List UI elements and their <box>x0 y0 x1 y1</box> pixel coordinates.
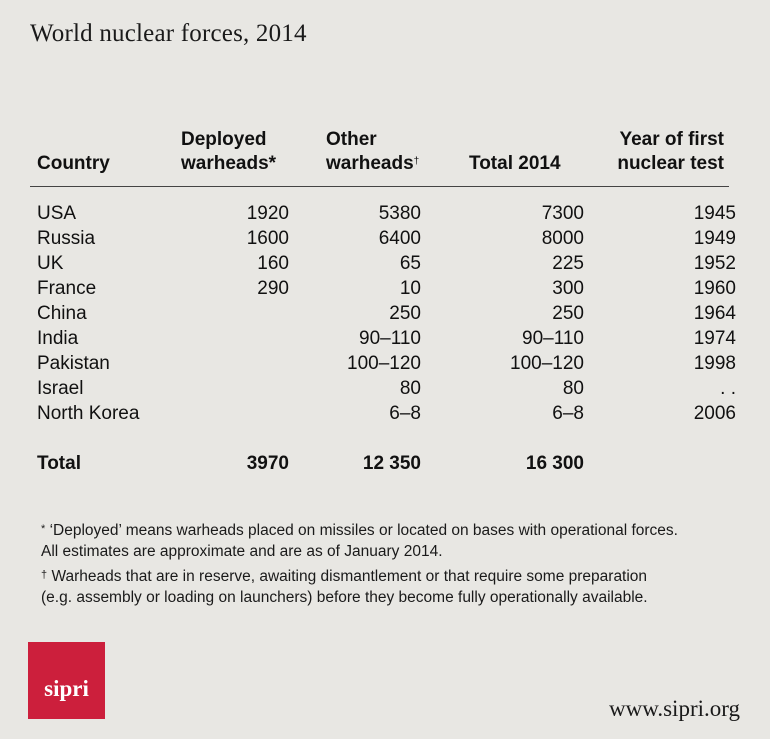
country-cell: France <box>37 278 97 299</box>
country-cell: Israel <box>37 378 84 399</box>
footnote-deployed: * ‘Deployed’ means warheads placed on mi… <box>41 522 678 560</box>
header-deployed: Deployed warheads* <box>181 129 277 174</box>
header-country: Country <box>37 153 110 174</box>
other-cell: 65 <box>399 253 421 274</box>
total-row: Total 3970 12 350 16 300 <box>30 451 736 476</box>
country-cell: UK <box>37 253 64 274</box>
spacer-row <box>30 426 736 451</box>
deployed-cell: 1600 <box>246 228 289 249</box>
footnote-other: † Warheads that are in reserve, awaiting… <box>41 568 648 606</box>
other-cell: 80 <box>399 378 421 399</box>
total-cell: 6–8 <box>552 403 584 424</box>
year-cell: 2006 <box>693 403 736 424</box>
other-cell: 100–120 <box>347 353 421 374</box>
table-row: China 250 250 1964 <box>30 301 736 326</box>
country-cell: Russia <box>37 228 96 249</box>
footnotes: * ‘Deployed’ means warheads placed on mi… <box>41 520 741 612</box>
total-year-empty <box>584 451 736 476</box>
dagger-mark: † <box>41 569 48 581</box>
total-cell: 225 <box>552 253 584 274</box>
table-row: UK 160 65 225 1952 <box>30 251 736 276</box>
page-title: World nuclear forces, 2014 <box>30 20 307 47</box>
table-row: France 290 10 300 1960 <box>30 276 736 301</box>
sipri-logo: sipri <box>28 642 105 719</box>
other-cell: 5380 <box>378 203 421 224</box>
country-cell: USA <box>37 203 77 224</box>
total-cell: 7300 <box>541 203 584 224</box>
year-cell: 1949 <box>693 228 736 249</box>
table-row: North Korea 6–8 6–8 2006 <box>30 401 736 426</box>
website-url: www.sipri.org <box>609 696 740 721</box>
other-cell: 250 <box>389 303 421 324</box>
deployed-cell <box>157 376 289 401</box>
total-overall: 16 300 <box>525 453 584 474</box>
deployed-cell: 290 <box>257 278 289 299</box>
other-cell: 90–110 <box>359 328 421 349</box>
deployed-cell <box>157 326 289 351</box>
year-cell: . . <box>720 378 736 399</box>
deployed-cell: 1920 <box>246 203 289 224</box>
year-cell: 1974 <box>693 328 736 349</box>
deployed-cell <box>157 351 289 376</box>
dagger-mark: † <box>413 156 420 167</box>
total-cell: 80 <box>562 378 584 399</box>
country-cell: China <box>37 303 87 324</box>
header-total: Total 2014 <box>469 153 561 174</box>
total-deployed: 3970 <box>246 453 289 474</box>
other-cell: 10 <box>399 278 421 299</box>
other-cell: 6400 <box>378 228 421 249</box>
header-year: Year of first nuclear test <box>617 129 724 174</box>
nuclear-forces-table: USA 1920 5380 7300 1945 Russia 1600 6400… <box>30 201 736 476</box>
total-cell: 300 <box>552 278 584 299</box>
year-cell: 1964 <box>693 303 736 324</box>
deployed-cell <box>157 301 289 326</box>
country-cell: India <box>37 328 79 349</box>
total-label: Total <box>37 453 81 474</box>
table-row: USA 1920 5380 7300 1945 <box>30 201 736 226</box>
country-cell: North Korea <box>37 403 140 424</box>
total-other: 12 350 <box>362 453 421 474</box>
year-cell: 1952 <box>693 253 736 274</box>
total-cell: 250 <box>552 303 584 324</box>
total-cell: 90–110 <box>522 328 584 349</box>
total-cell: 8000 <box>541 228 584 249</box>
header-divider <box>30 186 729 187</box>
table-row: Israel 80 80 . . <box>30 376 736 401</box>
other-cell: 6–8 <box>389 403 421 424</box>
year-cell: 1945 <box>693 203 736 224</box>
table-row: Pakistan 100–120 100–120 1998 <box>30 351 736 376</box>
year-cell: 1960 <box>693 278 736 299</box>
year-cell: 1998 <box>693 353 736 374</box>
asterisk-mark: * <box>41 523 46 535</box>
deployed-cell <box>157 401 289 426</box>
table-row: India 90–110 90–110 1974 <box>30 326 736 351</box>
table-row: Russia 1600 6400 8000 1949 <box>30 226 736 251</box>
header-other: Other warheads† <box>326 129 420 174</box>
country-cell: Pakistan <box>37 353 110 374</box>
total-cell: 100–120 <box>510 353 584 374</box>
deployed-cell: 160 <box>257 253 289 274</box>
